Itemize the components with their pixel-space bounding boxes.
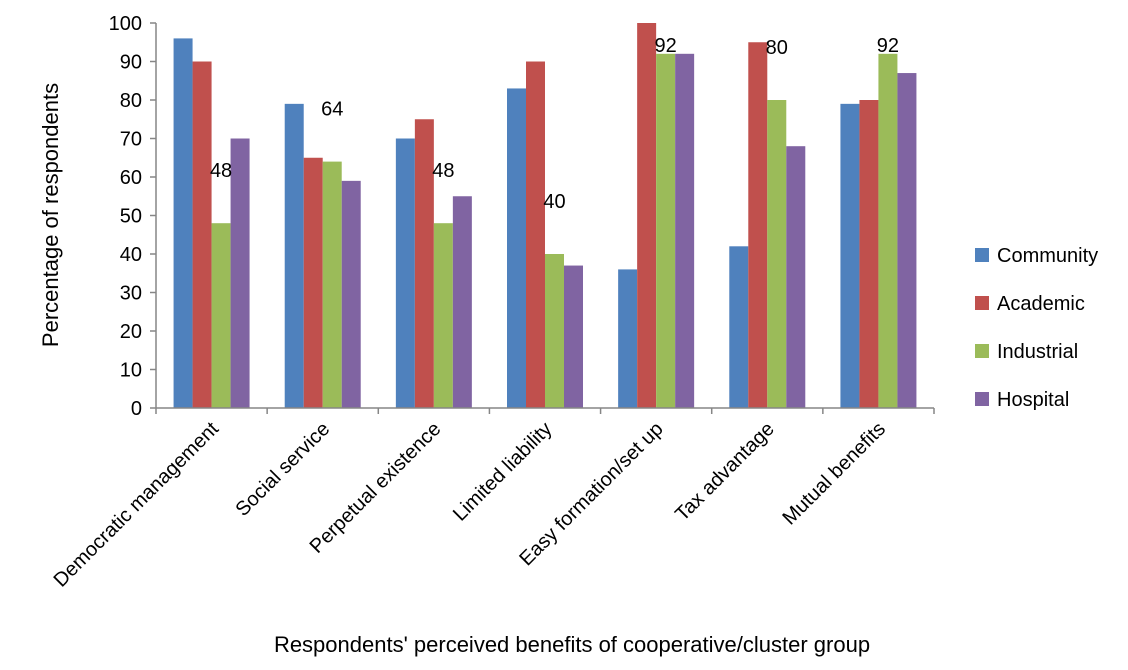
x-axis-title: Respondents' perceived benefits of coope… (274, 632, 870, 657)
y-tick-label: 80 (120, 90, 142, 112)
bar-hospital-6 (786, 146, 806, 408)
bar-community-2 (284, 103, 304, 408)
y-tick-label: 10 (120, 360, 142, 382)
x-tick-label: Democratic management (50, 418, 224, 592)
x-tick-label: Social service (231, 418, 334, 521)
legend-label-academic: Academic (997, 293, 1085, 315)
legend-label-industrial: Industrial (997, 341, 1078, 363)
data-label-3: 48 (432, 160, 454, 182)
bar-community-1 (173, 38, 193, 409)
legend-swatch-community (975, 248, 989, 262)
bar-hospital-1 (230, 138, 250, 408)
bar-industrial-1 (211, 223, 231, 408)
x-tick-label: Limited liability (449, 418, 557, 526)
bar-hospital-5 (675, 53, 695, 409)
x-tick-label: Mutual benefits (778, 418, 889, 529)
legend-swatch-industrial (975, 344, 989, 358)
legend-swatch-hospital (975, 392, 989, 406)
bar-academic-7 (859, 100, 879, 408)
y-tick-label: 60 (120, 167, 142, 189)
data-label-5: 92 (655, 35, 677, 57)
y-tick-label: 90 (120, 52, 142, 74)
bar-industrial-3 (433, 223, 453, 408)
bar-academic-1 (192, 61, 212, 408)
bar-community-3 (395, 138, 415, 408)
y-tick-label: 70 (120, 129, 142, 151)
legend-label-community: Community (997, 245, 1098, 267)
y-tick-label: 40 (120, 244, 142, 266)
legend-label-hospital: Hospital (997, 389, 1069, 411)
bar-community-6 (729, 246, 749, 408)
bar-hospital-3 (452, 196, 472, 408)
y-axis-title: Percentage of respondents (38, 83, 63, 347)
bar-industrial-6 (767, 100, 787, 408)
bar-industrial-7 (878, 53, 898, 409)
data-label-2: 64 (321, 99, 343, 121)
bar-hospital-7 (897, 73, 917, 409)
bar-community-5 (618, 269, 638, 408)
bar-academic-6 (748, 42, 768, 408)
data-labels-layer: 48 64 48 40 92 80 92 (210, 35, 899, 213)
bar-industrial-5 (656, 53, 676, 409)
y-tick-label: 100 (109, 13, 142, 35)
data-label-7: 92 (877, 35, 899, 57)
legend: Community Academic Industrial Hospital (975, 245, 1098, 411)
y-tick-label: 50 (120, 206, 142, 228)
bar-hospital-4 (564, 265, 583, 408)
data-label-1: 48 (210, 160, 232, 182)
data-label-6: 80 (766, 37, 788, 59)
data-label-4: 40 (543, 191, 565, 213)
bar-academic-2 (303, 157, 323, 408)
bar-academic-5 (637, 23, 657, 408)
y-tick-label: 20 (120, 321, 142, 343)
bar-hospital-2 (341, 180, 361, 408)
bar-industrial-4 (545, 254, 564, 408)
bar-academic-4 (526, 61, 545, 408)
y-tick-label: 0 (131, 398, 142, 420)
bar-academic-3 (414, 119, 434, 408)
bars-layer (173, 23, 917, 409)
legend-swatch-academic (975, 296, 989, 310)
bar-community-4 (507, 88, 526, 408)
bar-industrial-2 (322, 161, 342, 408)
x-tick-label: Tax advantage (671, 418, 779, 526)
y-tick-label: 30 (120, 283, 142, 305)
bar-community-7 (840, 103, 860, 408)
